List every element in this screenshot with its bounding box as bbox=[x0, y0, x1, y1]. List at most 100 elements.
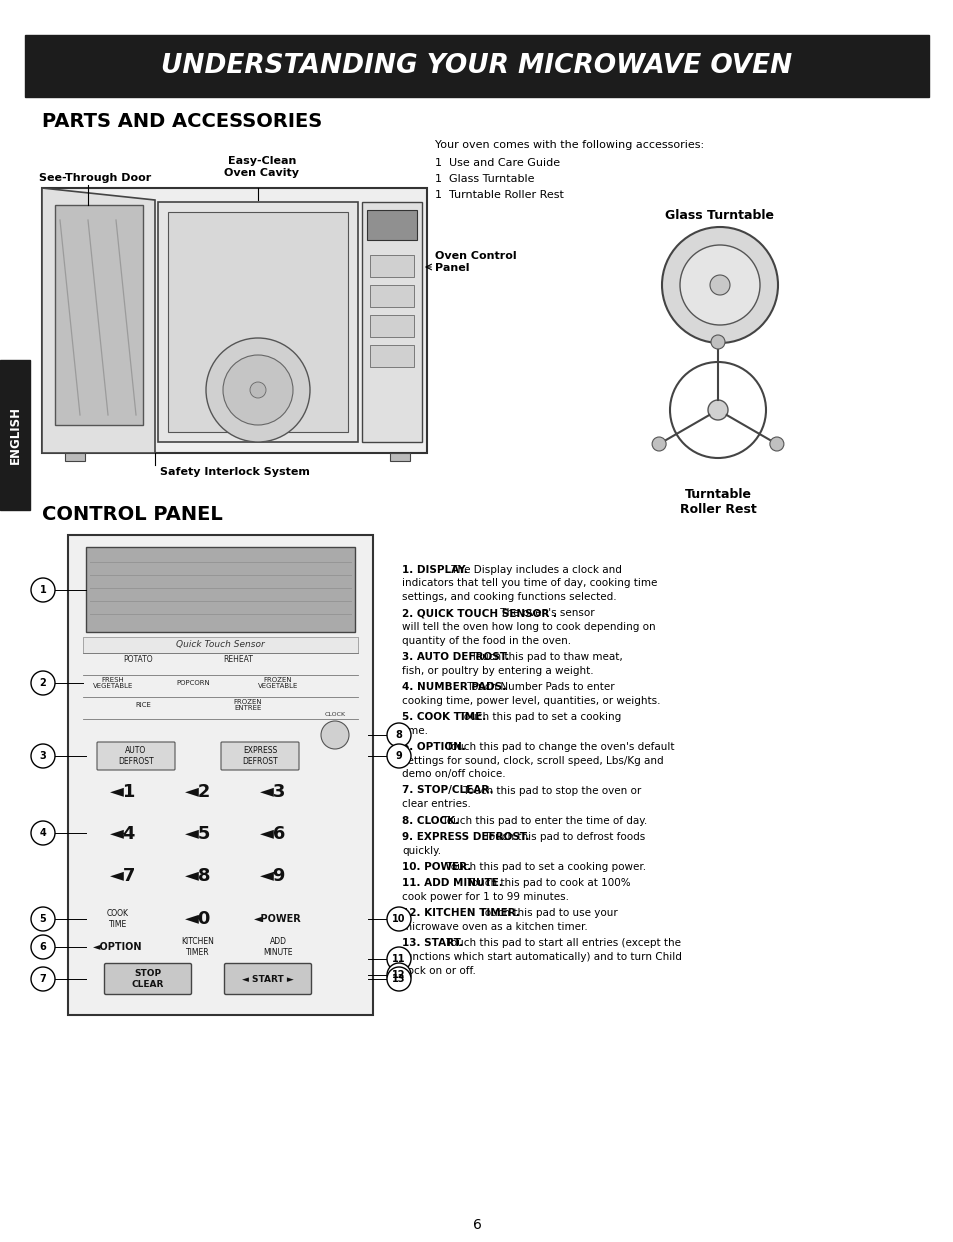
Circle shape bbox=[30, 968, 55, 991]
FancyBboxPatch shape bbox=[221, 741, 298, 770]
Text: 4: 4 bbox=[40, 828, 47, 838]
Text: POPCORN: POPCORN bbox=[176, 681, 210, 686]
Text: Glass Turntable: Glass Turntable bbox=[665, 209, 774, 222]
Circle shape bbox=[387, 723, 411, 746]
Text: KITCHEN
TIMER: KITCHEN TIMER bbox=[181, 938, 214, 956]
Text: 1: 1 bbox=[40, 585, 47, 595]
FancyBboxPatch shape bbox=[224, 964, 312, 995]
Text: 6. OPTION.: 6. OPTION. bbox=[401, 741, 465, 751]
Text: microwave oven as a kitchen timer.: microwave oven as a kitchen timer. bbox=[401, 922, 587, 932]
Text: ADD
MINUTE: ADD MINUTE bbox=[263, 938, 293, 956]
Circle shape bbox=[387, 946, 411, 971]
Bar bbox=[42, 188, 427, 453]
Text: Turntable
Roller Rest: Turntable Roller Rest bbox=[679, 488, 756, 515]
Text: ◄1: ◄1 bbox=[110, 782, 136, 801]
Text: 1  Glass Turntable: 1 Glass Turntable bbox=[435, 174, 534, 184]
FancyBboxPatch shape bbox=[97, 741, 174, 770]
Text: 10. POWER.: 10. POWER. bbox=[401, 862, 471, 872]
Text: 5: 5 bbox=[40, 914, 47, 924]
Text: ◄9: ◄9 bbox=[259, 867, 286, 886]
Text: 2. QUICK TOUCH SENSOR .: 2. QUICK TOUCH SENSOR . bbox=[401, 609, 557, 619]
Text: CONTROL PANEL: CONTROL PANEL bbox=[42, 505, 222, 524]
Text: quantity of the food in the oven.: quantity of the food in the oven. bbox=[401, 636, 571, 646]
Text: 10: 10 bbox=[392, 914, 405, 924]
Text: 9. EXPRESS DEFROST.: 9. EXPRESS DEFROST. bbox=[401, 832, 529, 842]
Bar bbox=[25, 35, 928, 97]
Text: CLOCK: CLOCK bbox=[324, 712, 345, 717]
Bar bbox=[168, 212, 348, 432]
Circle shape bbox=[707, 400, 727, 420]
Circle shape bbox=[320, 722, 349, 749]
Text: Touch this pad to set a cooking: Touch this pad to set a cooking bbox=[456, 712, 620, 722]
Text: ENGLISH: ENGLISH bbox=[9, 406, 22, 465]
Text: The oven's sensor: The oven's sensor bbox=[497, 609, 595, 619]
Text: fish, or poultry by entering a weight.: fish, or poultry by entering a weight. bbox=[401, 666, 593, 676]
Circle shape bbox=[30, 744, 55, 768]
Bar bbox=[370, 345, 414, 366]
Text: 6: 6 bbox=[40, 941, 47, 953]
Text: will tell the oven how long to cook depending on: will tell the oven how long to cook depe… bbox=[401, 622, 655, 632]
Text: 1. DISPLAY.: 1. DISPLAY. bbox=[401, 565, 467, 575]
Text: ◄OPTION: ◄OPTION bbox=[93, 941, 143, 953]
Circle shape bbox=[206, 338, 310, 442]
Circle shape bbox=[30, 935, 55, 959]
Text: Touch this pad to thaw meat,: Touch this pad to thaw meat, bbox=[468, 652, 622, 662]
Text: COOK
TIME: COOK TIME bbox=[107, 909, 129, 929]
Text: Touch this pad to use your: Touch this pad to use your bbox=[476, 908, 617, 919]
Bar bbox=[370, 284, 414, 307]
Bar bbox=[158, 202, 357, 442]
Text: The Display includes a clock and: The Display includes a clock and bbox=[447, 565, 620, 575]
Text: 7. STOP/CLEAR.: 7. STOP/CLEAR. bbox=[401, 785, 493, 795]
Text: FRESH
VEGETABLE: FRESH VEGETABLE bbox=[92, 677, 133, 689]
Text: 7: 7 bbox=[40, 974, 47, 984]
Text: Touch this pad to stop the oven or: Touch this pad to stop the oven or bbox=[459, 785, 640, 795]
Text: 3: 3 bbox=[40, 751, 47, 761]
Text: quickly.: quickly. bbox=[401, 846, 440, 856]
Text: 13: 13 bbox=[392, 974, 405, 984]
Text: ◄8: ◄8 bbox=[185, 867, 211, 886]
Text: ◄3: ◄3 bbox=[259, 782, 286, 801]
Text: STOP
CLEAR: STOP CLEAR bbox=[132, 969, 164, 989]
Text: clear entries.: clear entries. bbox=[401, 799, 471, 809]
Text: Lock on or off.: Lock on or off. bbox=[401, 965, 476, 975]
Text: Touch this pad to defrost foods: Touch this pad to defrost foods bbox=[480, 832, 644, 842]
Text: cook power for 1 to 99 minutes.: cook power for 1 to 99 minutes. bbox=[401, 892, 568, 902]
Text: 8. CLOCK.: 8. CLOCK. bbox=[401, 816, 458, 826]
Polygon shape bbox=[42, 188, 154, 453]
Text: ◄POWER: ◄POWER bbox=[253, 914, 301, 924]
Text: Your oven comes with the following accessories:: Your oven comes with the following acces… bbox=[435, 140, 703, 150]
Text: 1  Use and Care Guide: 1 Use and Care Guide bbox=[435, 158, 559, 168]
Circle shape bbox=[30, 671, 55, 696]
Text: ◄7: ◄7 bbox=[110, 867, 136, 886]
Circle shape bbox=[709, 274, 729, 296]
Text: Oven Control
Panel: Oven Control Panel bbox=[435, 251, 517, 273]
Circle shape bbox=[30, 821, 55, 845]
FancyBboxPatch shape bbox=[105, 964, 192, 995]
Text: FROZEN
VEGETABLE: FROZEN VEGETABLE bbox=[257, 677, 298, 689]
Text: Touch this pad to change the oven's default: Touch this pad to change the oven's defa… bbox=[443, 741, 675, 751]
Text: time.: time. bbox=[401, 725, 429, 735]
Text: settings for sound, clock, scroll speed, Lbs/Kg and: settings for sound, clock, scroll speed,… bbox=[401, 755, 663, 765]
Bar bbox=[86, 546, 355, 632]
Text: cooking time, power level, quantities, or weights.: cooking time, power level, quantities, o… bbox=[401, 696, 659, 705]
Circle shape bbox=[30, 578, 55, 602]
Bar bbox=[361, 202, 421, 442]
Bar bbox=[68, 535, 373, 1015]
Text: 5. COOK TIME.: 5. COOK TIME. bbox=[401, 712, 486, 722]
Text: ◄5: ◄5 bbox=[185, 825, 211, 843]
Text: 3. AUTO DEFROST.: 3. AUTO DEFROST. bbox=[401, 652, 509, 662]
Text: UNDERSTANDING YOUR MICROWAVE OVEN: UNDERSTANDING YOUR MICROWAVE OVEN bbox=[161, 53, 792, 79]
Text: 11: 11 bbox=[392, 954, 405, 964]
Text: Quick Touch Sensor: Quick Touch Sensor bbox=[176, 641, 265, 650]
Text: FROZEN
ENTREE: FROZEN ENTREE bbox=[233, 698, 262, 712]
Text: Touch this pad to set a cooking power.: Touch this pad to set a cooking power. bbox=[443, 862, 646, 872]
Bar bbox=[55, 205, 143, 425]
Text: 12. KITCHEN TIMER.: 12. KITCHEN TIMER. bbox=[401, 908, 519, 919]
Text: 8: 8 bbox=[395, 730, 402, 740]
Bar bbox=[83, 637, 357, 653]
Text: ◄2: ◄2 bbox=[185, 782, 211, 801]
Circle shape bbox=[250, 383, 266, 397]
Text: demo on/off choice.: demo on/off choice. bbox=[401, 769, 505, 779]
Circle shape bbox=[710, 335, 724, 349]
Text: Touch this pad to start all entries (except the: Touch this pad to start all entries (exc… bbox=[443, 939, 680, 949]
